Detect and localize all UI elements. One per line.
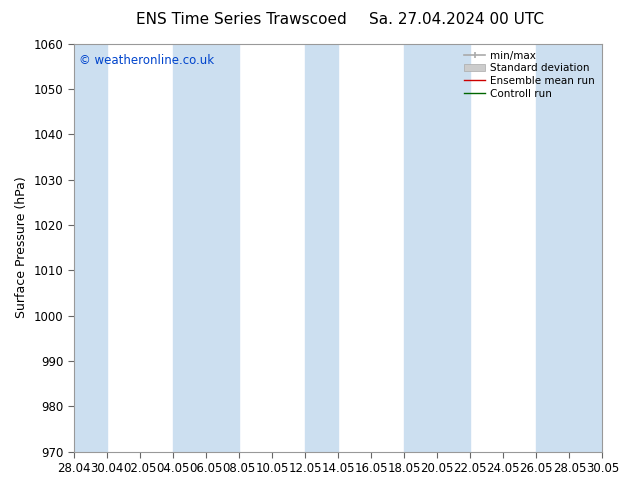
Bar (173, 44, 239, 452)
Text: Sa. 27.04.2024 00 UTC: Sa. 27.04.2024 00 UTC (369, 12, 544, 27)
Text: © weatheronline.co.uk: © weatheronline.co.uk (79, 54, 214, 67)
Y-axis label: Surface Pressure (hPa): Surface Pressure (hPa) (15, 177, 28, 318)
Legend: min/max, Standard deviation, Ensemble mean run, Controll run: min/max, Standard deviation, Ensemble me… (462, 49, 597, 101)
Bar (305, 44, 338, 452)
Bar (536, 44, 602, 452)
Text: ENS Time Series Trawscoed: ENS Time Series Trawscoed (136, 12, 346, 27)
Bar (74, 44, 107, 452)
Bar (404, 44, 470, 452)
